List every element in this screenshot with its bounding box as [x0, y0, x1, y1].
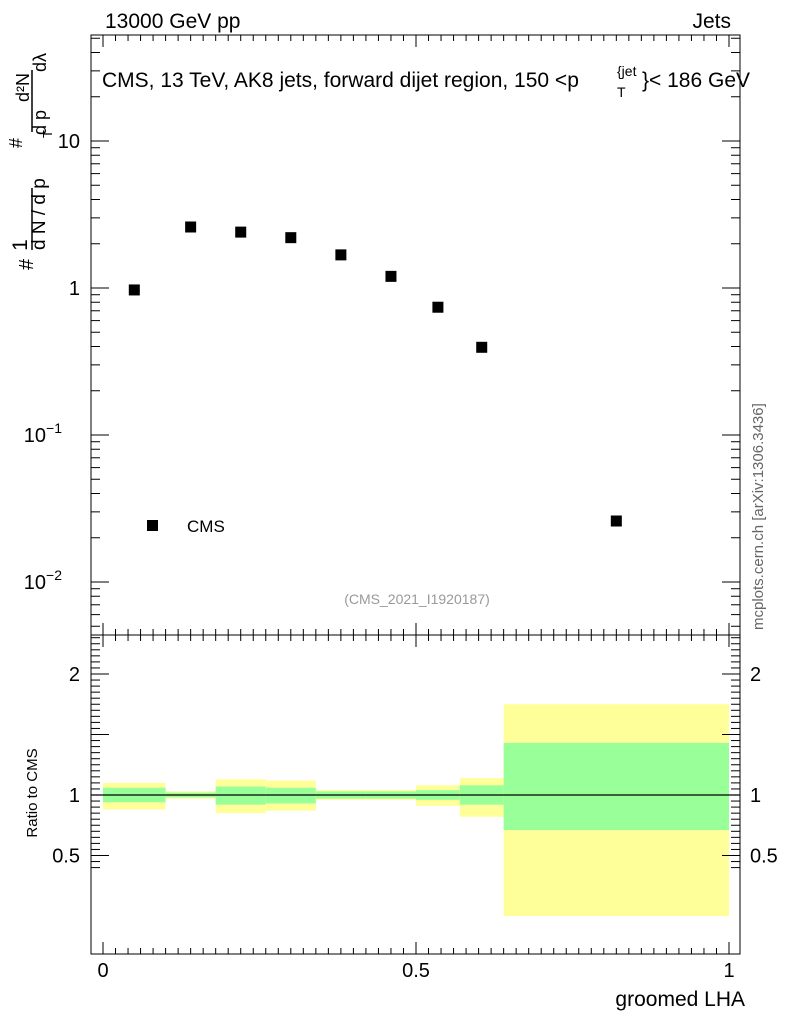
main-y-tick-label: 10−2	[24, 567, 62, 594]
ylabel-hash-mid: #	[6, 138, 26, 148]
ratio-band-inner	[503, 742, 729, 831]
data-point-cms	[285, 232, 297, 244]
ratio-y-tick-label-right: 2	[750, 664, 761, 686]
data-point-cms	[235, 226, 247, 238]
ratio-y-tick-label-left: 0.5	[52, 846, 80, 868]
ratio-y-tick-label-left: 2	[69, 664, 80, 686]
ylabel-dlambda: dλ	[30, 53, 50, 72]
plot-title-sup: {jet	[617, 63, 637, 79]
ylabel-dN-dpT: d N / d p	[29, 178, 50, 250]
main-y-tick-label: 1	[69, 278, 80, 300]
ylabel-dpT: d p	[30, 110, 50, 135]
x-tick-label: 1	[723, 960, 734, 982]
main-frame	[90, 34, 741, 636]
plot-title: CMS, 13 TeV, AK8 jets, forward dijet reg…	[102, 63, 750, 100]
ratio-axis-ticks	[91, 635, 740, 954]
main-panel: 10 1 10−1 10−2 CMS, 13 TeV, AK8 jets, forwa…	[6, 34, 750, 636]
side-watermark: mcplots.cern.ch [arXiv:1306.3436]	[750, 403, 767, 630]
ratio-y-tick-label-right: 1	[750, 785, 761, 807]
data-point-cms	[476, 341, 488, 353]
data-point-cms	[610, 515, 622, 527]
ylabel-d2N: d²N	[13, 73, 33, 102]
main-axis-ticks	[91, 35, 740, 635]
main-data-points	[128, 221, 622, 527]
ratio-y-axis-label: Ratio to CMS	[24, 748, 41, 837]
legend-label-cms: CMS	[187, 517, 225, 536]
ratio-tick-labels: 2 2 1 1 0.5 0.5 0 0.5 1	[52, 664, 778, 982]
data-point-cms	[185, 221, 197, 233]
ratio-panel: 2 2 1 1 0.5 0.5 0 0.5 1 Ratio to CMS groomed LHA	[24, 634, 778, 1011]
main-y-tick-label: 10	[58, 131, 80, 153]
plot-title-close: }< 186 GeV	[642, 69, 750, 92]
ratio-y-tick-label-left: 1	[69, 785, 80, 807]
ylabel-pT-sub-left: T	[40, 130, 55, 138]
ylabel-one: 1	[9, 239, 32, 251]
energy-label: 13000 GeV pp	[105, 10, 240, 33]
main-y-axis-label: # 1 d N / d p T # d²N d p dλ	[6, 53, 55, 270]
analysis-reference: (CMS_2021_I1920187)	[344, 591, 490, 607]
ratio-frame	[90, 634, 741, 955]
data-point-cms	[128, 284, 140, 296]
category-label: Jets	[692, 10, 731, 33]
plot-title-main: CMS, 13 TeV, AK8 jets, forward dijet reg…	[102, 69, 579, 92]
ratio-uncertainty-bands	[103, 704, 729, 916]
x-axis-label: groomed LHA	[615, 988, 745, 1011]
legend-marker-cms	[147, 520, 158, 531]
ratio-band-inner	[215, 786, 266, 805]
main-y-tick-label: 10−1	[24, 420, 62, 447]
data-point-cms	[432, 301, 444, 313]
ratio-band-inner	[265, 787, 316, 804]
ylabel-hash-left: #	[16, 258, 38, 270]
data-point-cms	[385, 270, 397, 282]
ratio-y-tick-label-right: 0.5	[750, 846, 778, 868]
x-tick-label: 0	[97, 960, 108, 982]
x-tick-label: 0.5	[402, 960, 430, 982]
plot-title-sub: T	[617, 84, 626, 100]
data-point-cms	[335, 249, 347, 261]
